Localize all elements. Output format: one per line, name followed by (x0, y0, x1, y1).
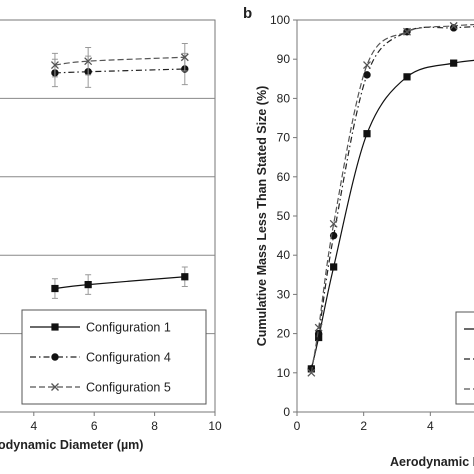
series-line (310, 23, 474, 373)
legend-label: Configuration 5 (86, 381, 171, 395)
x-tick-label: 2 (360, 419, 367, 433)
series-configuration-1 (51, 266, 189, 299)
y-tick-label: 40 (277, 248, 291, 262)
legend (455, 311, 474, 405)
legend-box (455, 311, 474, 405)
y-tick-label: 90 (277, 52, 291, 66)
series-line (54, 276, 185, 290)
plot-frame (296, 19, 474, 413)
data-point (449, 21, 458, 30)
plot-frame (0, 19, 216, 413)
x-tick-label: 6 (91, 419, 98, 433)
legend-item: Configuration 1 (30, 321, 171, 335)
y-tick-label: 70 (277, 131, 291, 145)
data-point (363, 130, 371, 138)
x-tick-label: 8 (151, 419, 158, 433)
y-axis-title: Cumulative Mass Less Than Stated Size (%… (255, 86, 269, 347)
panel-a-chart: 4 6 8 10 odynamic Diameter (µm) Configuration… (0, 19, 222, 452)
panel-letter: b (243, 5, 252, 22)
legend-item: Configuration 4 (30, 351, 171, 365)
data-point (450, 59, 458, 67)
data-point (403, 27, 411, 36)
data-point (84, 57, 93, 66)
y-tick-label: 30 (277, 287, 291, 301)
x-tick-label: 4 (30, 419, 37, 433)
series-configuration-1 (307, 59, 474, 373)
data-point (50, 61, 59, 70)
data-point (363, 61, 371, 70)
data-point (329, 219, 338, 228)
data-point (181, 273, 189, 281)
series-line (310, 26, 474, 370)
series-configuration-5 (50, 43, 189, 78)
series-line (54, 68, 185, 74)
data-point (315, 333, 323, 342)
series-line (54, 56, 185, 66)
y-tick-label: 20 (277, 327, 291, 341)
y-tick-label: 80 (277, 91, 291, 105)
y-tick-label: 10 (277, 366, 291, 380)
series-line (310, 59, 474, 370)
data-point (307, 368, 316, 377)
y-tick-label: 50 (277, 209, 291, 223)
data-point (363, 71, 371, 79)
x-tick-label: 4 (427, 419, 434, 433)
data-point (51, 284, 59, 293)
legend-label: Configuration 4 (86, 351, 171, 365)
data-point (403, 73, 411, 81)
y-tick-label: 100 (270, 13, 290, 27)
data-point (84, 281, 92, 289)
data-point (314, 329, 323, 338)
data-point (180, 53, 189, 62)
legend-marker (51, 383, 59, 391)
y-tick-label: 60 (277, 170, 291, 184)
series-configuration-5 (307, 21, 474, 377)
series-configuration-4 (307, 24, 474, 373)
x-axis-title: Aerodynamic Di (390, 455, 474, 469)
x-tick-label: 10 (208, 419, 222, 433)
legend-item: Configuration 5 (30, 381, 171, 395)
x-axis-title: odynamic Diameter (µm) (0, 438, 143, 452)
x-tick-label: 0 (294, 419, 301, 433)
legend-marker (51, 353, 59, 361)
data-point (330, 263, 338, 271)
legend: Configuration 1 Configuration 4 Configurat… (21, 309, 207, 405)
y-tick-label: 0 (283, 405, 290, 419)
legend-item (464, 328, 474, 330)
data-point (314, 323, 323, 332)
legend-label: Configuration 1 (86, 321, 171, 335)
legend-marker (51, 323, 59, 331)
